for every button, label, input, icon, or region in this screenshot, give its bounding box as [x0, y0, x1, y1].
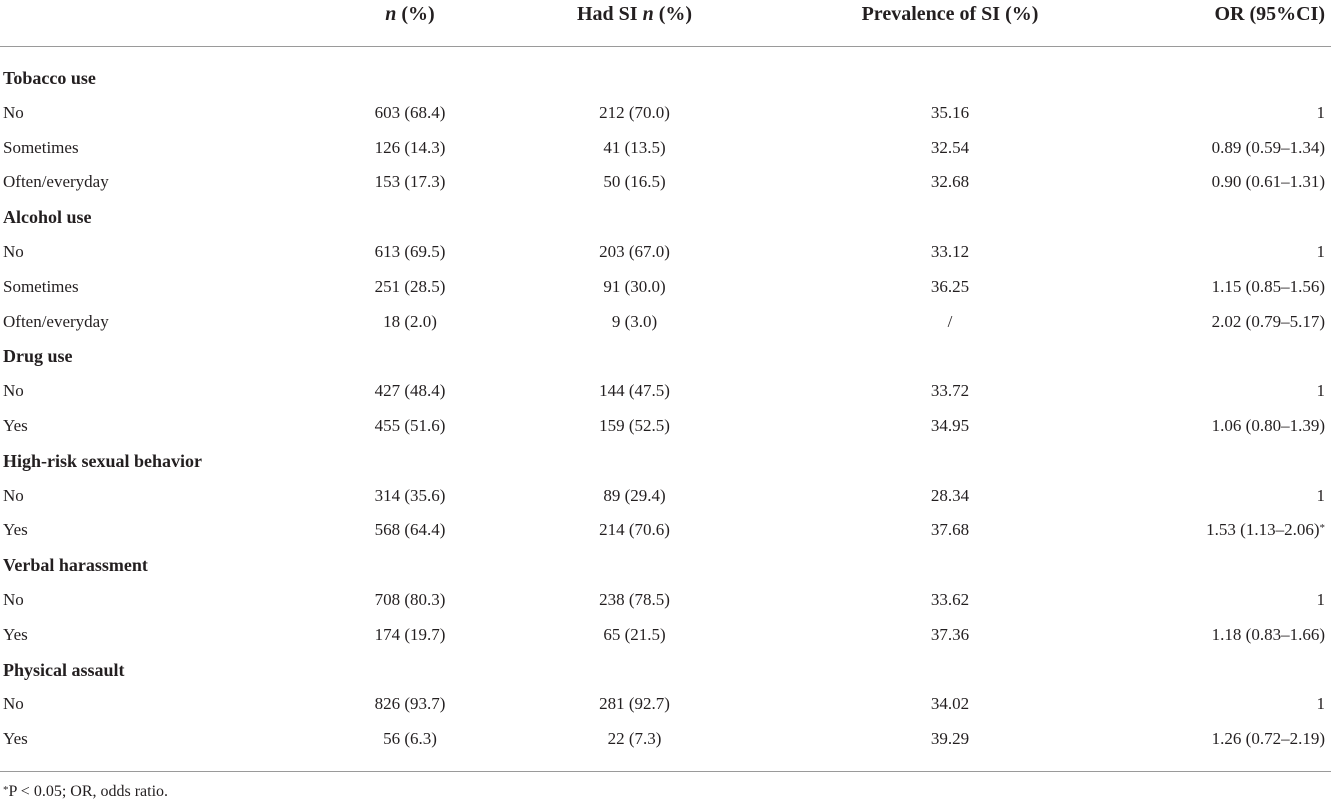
- cell-or-ci: 0.90 (0.61–1.31): [1211, 172, 1325, 191]
- footnote: *P < 0.05; OR, odds ratio.: [3, 782, 168, 802]
- footnote-star: *: [3, 784, 9, 796]
- cell-had-si: 41 (13.5): [603, 138, 666, 157]
- row-label: Sometimes: [3, 277, 79, 296]
- row-label: No: [3, 381, 24, 400]
- cell-or-ci: 1: [1316, 486, 1326, 505]
- row-label: Yes: [3, 520, 28, 539]
- cell-n-percent: 603 (68.4): [374, 103, 446, 122]
- cell-had-si: 212 (70.0): [599, 103, 670, 122]
- cell-prevalence: 33.12: [930, 242, 970, 261]
- cell-or-ci: 0.89 (0.59–1.34): [1211, 138, 1325, 157]
- header-had-si: Had SI n (%): [576, 3, 693, 25]
- cell-had-si: 89 (29.4): [603, 486, 666, 505]
- cell-prevalence: 32.54: [930, 138, 970, 157]
- cell-prevalence: 32.68: [930, 172, 970, 191]
- table-header: n (%) Had SI n (%) Prevalence of SI (%) …: [0, 0, 1331, 46]
- cell-n-percent: 18 (2.0): [383, 312, 437, 331]
- cell-or-ci: 1: [1316, 694, 1326, 713]
- cell-or-ci: 1: [1316, 381, 1326, 400]
- header-prevalence: Prevalence of SI (%): [861, 3, 1039, 25]
- cell-prevalence: 37.36: [930, 625, 970, 644]
- cell-had-si: 91 (30.0): [603, 277, 666, 296]
- cell-had-si: 159 (52.5): [599, 416, 670, 435]
- row-label: No: [3, 486, 24, 505]
- cell-n-percent: 455 (51.6): [374, 416, 446, 435]
- footnote-text: P < 0.05; OR, odds ratio.: [8, 783, 169, 800]
- cell-or-ci: 1.06 (0.80–1.39): [1211, 416, 1325, 435]
- cell-had-si: 50 (16.5): [603, 172, 666, 191]
- cell-n-percent: 613 (69.5): [374, 242, 446, 261]
- cell-n-percent: 126 (14.3): [374, 138, 446, 157]
- cell-had-si: 9 (3.0): [611, 312, 658, 331]
- cell-had-si: 281 (92.7): [599, 694, 670, 713]
- cell-n-percent: 56 (6.3): [383, 729, 437, 748]
- cell-had-si: 22 (7.3): [607, 729, 662, 748]
- cell-prevalence: 33.62: [930, 590, 970, 609]
- cell-prevalence: 34.02: [930, 694, 970, 713]
- cell-or-ci: 1.18 (0.83–1.66): [1211, 625, 1325, 644]
- section-heading: Verbal harassment: [3, 555, 148, 575]
- cell-prevalence: 35.16: [930, 103, 970, 122]
- section-heading: Tobacco use: [3, 68, 96, 88]
- cell-n-percent: 568 (64.4): [374, 520, 446, 539]
- cell-n-percent: 174 (19.7): [374, 625, 446, 644]
- section-heading: Drug use: [3, 346, 73, 366]
- section-heading: Physical assault: [3, 660, 125, 680]
- cell-prevalence: 36.25: [930, 277, 970, 296]
- cell-or-value: 1.53 (1.13–2.06): [1206, 520, 1320, 539]
- row-label: Yes: [3, 729, 28, 748]
- cell-prevalence: 37.68: [930, 520, 970, 539]
- cell-had-si: 203 (67.0): [599, 242, 670, 261]
- cell-had-si: 65 (21.5): [603, 625, 666, 644]
- cell-n-percent: 153 (17.3): [374, 172, 446, 191]
- cell-or-ci: 1.26 (0.72–2.19): [1211, 729, 1325, 748]
- cell-n-percent: 708 (80.3): [374, 590, 446, 609]
- section-heading: High-risk sexual behavior: [3, 451, 203, 471]
- cell-prevalence: /: [947, 312, 953, 331]
- header-or-ci: OR (95%CI): [1214, 3, 1325, 25]
- cell-or-ci: 1: [1316, 103, 1326, 122]
- cell-or-ci: 1.53 (1.13–2.06)*: [1115, 520, 1325, 540]
- cell-n-percent: 251 (28.5): [374, 277, 446, 296]
- cell-had-si: 238 (78.5): [599, 590, 670, 609]
- cell-or-ci: 1: [1316, 590, 1326, 609]
- cell-had-si: 214 (70.6): [599, 520, 670, 539]
- cell-n-percent: 427 (48.4): [374, 381, 446, 400]
- header-divider: [0, 46, 1331, 47]
- row-label: No: [3, 590, 24, 609]
- bottom-divider: [0, 771, 1331, 772]
- cell-had-si: 144 (47.5): [599, 381, 670, 400]
- cell-n-percent: 826 (93.7): [374, 694, 446, 713]
- cell-prevalence: 39.29: [930, 729, 970, 748]
- row-label: No: [3, 103, 24, 122]
- section-heading: Alcohol use: [3, 207, 92, 227]
- row-label: No: [3, 242, 24, 261]
- row-label: Yes: [3, 416, 28, 435]
- cell-prevalence: 34.95: [930, 416, 970, 435]
- row-label: Often/everyday: [3, 312, 109, 331]
- cell-or-ci: 2.02 (0.79–5.17): [1211, 312, 1325, 331]
- cell-prevalence: 33.72: [930, 381, 970, 400]
- row-label: Yes: [3, 625, 28, 644]
- row-label: No: [3, 694, 24, 713]
- row-label: Often/everyday: [3, 172, 109, 191]
- cell-n-percent: 314 (35.6): [374, 486, 446, 505]
- row-label: Sometimes: [3, 138, 79, 157]
- significance-marker: *: [1319, 522, 1326, 534]
- cell-prevalence: 28.34: [930, 486, 970, 505]
- header-n-percent: n (%): [385, 3, 435, 25]
- cell-or-ci: 1.15 (0.85–1.56): [1211, 277, 1325, 296]
- cell-or-ci: 1: [1316, 242, 1326, 261]
